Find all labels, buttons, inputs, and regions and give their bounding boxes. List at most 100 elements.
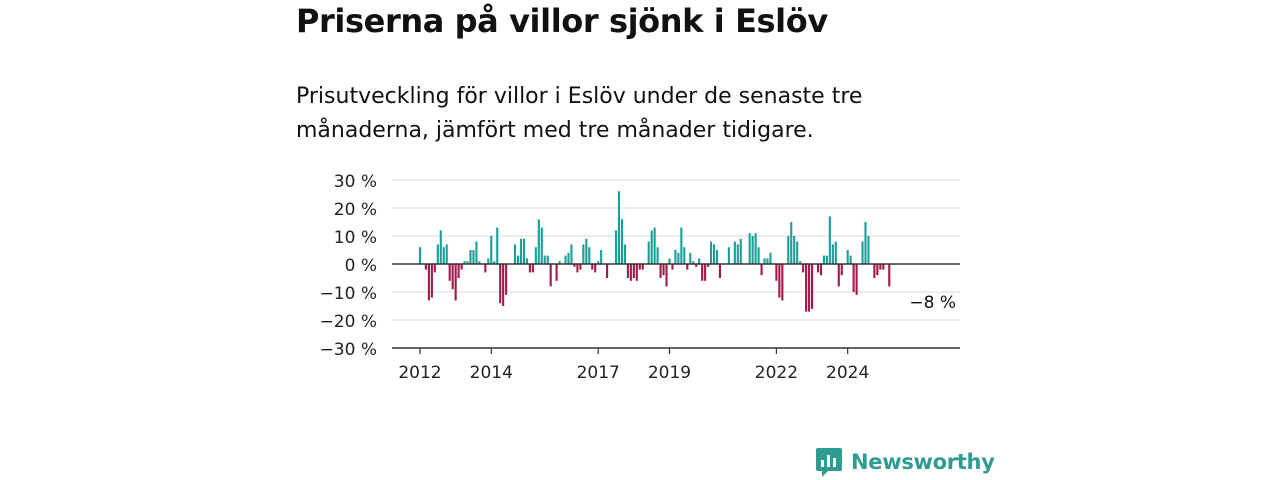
bar: [564, 255, 567, 264]
bar: [781, 264, 784, 301]
bar: [707, 264, 710, 267]
bar: [790, 222, 793, 264]
bar: [665, 264, 668, 287]
bar: [710, 241, 713, 264]
bar: [582, 244, 585, 264]
bar: [888, 264, 891, 287]
bars: [418, 191, 891, 312]
bar: [662, 264, 665, 276]
bar: [454, 264, 457, 301]
bar: [656, 247, 659, 264]
bar: [733, 241, 736, 264]
bar: [626, 264, 629, 278]
y-tick-label: −30 %: [320, 340, 377, 360]
brand-name: Newsworthy: [851, 450, 995, 474]
bar: [513, 244, 517, 264]
y-tick-label: −10 %: [320, 284, 377, 304]
chart-title: Priserna på villor sjönk i Eslöv: [296, 2, 828, 40]
bar: [424, 264, 427, 270]
bar: [775, 264, 778, 281]
bar: [879, 264, 882, 270]
y-tick-label: 20 %: [334, 200, 377, 220]
bar: [567, 252, 570, 264]
bar: [460, 264, 463, 270]
bar: [692, 261, 695, 264]
bar: [704, 264, 707, 281]
bar: [864, 222, 867, 264]
bar: [840, 264, 843, 276]
bar: [769, 252, 772, 264]
bar: [816, 264, 820, 273]
bar-chart: 30 %20 %10 %0 %−10 %−20 %−30 % 2012 2014 2…: [320, 172, 960, 383]
bar: [430, 264, 433, 298]
bar: [549, 264, 552, 287]
bar: [760, 264, 763, 276]
bar: [534, 247, 537, 264]
bar: [837, 264, 840, 287]
bar: [600, 250, 603, 264]
x-tick-label: 2019: [648, 363, 691, 383]
bar: [650, 230, 653, 264]
bar: [748, 233, 751, 264]
bar: [469, 250, 472, 264]
bar: [787, 236, 790, 264]
bar: [739, 238, 742, 264]
bar: [861, 241, 864, 264]
bar: [715, 250, 719, 264]
bar: [585, 238, 588, 264]
bar: [525, 258, 528, 264]
bar: [436, 244, 439, 264]
bar: [496, 227, 499, 264]
bar: [751, 236, 754, 264]
bar: [674, 250, 677, 264]
bar: [475, 241, 478, 264]
bar: [757, 247, 760, 264]
bar: [668, 258, 671, 264]
bar: [718, 264, 722, 278]
bar: [519, 238, 523, 264]
bar: [620, 219, 624, 264]
x-tick-label: 2022: [755, 363, 798, 383]
x-axis-labels: 2012 2014 2017 2019 2022 2024: [398, 348, 869, 383]
bar: [597, 261, 600, 264]
bar: [727, 247, 730, 264]
bar: [490, 236, 493, 264]
bar: [537, 219, 540, 264]
bar: [614, 230, 618, 264]
bar: [623, 244, 626, 264]
bar: [591, 264, 594, 270]
bar: [754, 233, 757, 264]
bar: [528, 264, 531, 273]
bar: [570, 244, 573, 264]
bar: [433, 264, 436, 273]
bar: [852, 264, 855, 292]
bar: [695, 264, 698, 267]
bar: [457, 264, 460, 278]
bar: [558, 261, 561, 264]
bar: [502, 264, 505, 306]
bar: [647, 241, 650, 264]
bar: [635, 264, 638, 281]
bar: [736, 244, 739, 264]
bar: [543, 255, 546, 264]
bar: [466, 261, 469, 264]
bar: [698, 258, 701, 264]
bar: [617, 191, 621, 264]
bar: [439, 230, 442, 264]
bar: [808, 264, 811, 312]
bar: [484, 264, 487, 273]
y-axis-labels: 30 % 20 % 10 % 0 % −10 % −20 % −30 %: [320, 172, 377, 360]
bar: [855, 264, 858, 295]
newsworthy-logo-icon: [816, 448, 842, 477]
bar: [793, 236, 796, 264]
bar: [579, 264, 582, 270]
bar: [799, 261, 802, 264]
bar: [638, 264, 641, 270]
bar: [671, 264, 674, 270]
bar: [546, 255, 549, 264]
bar: [701, 264, 704, 281]
bar: [834, 241, 837, 264]
bar: [683, 247, 686, 264]
y-tick-label: 0 %: [345, 256, 377, 276]
bar: [763, 258, 766, 264]
